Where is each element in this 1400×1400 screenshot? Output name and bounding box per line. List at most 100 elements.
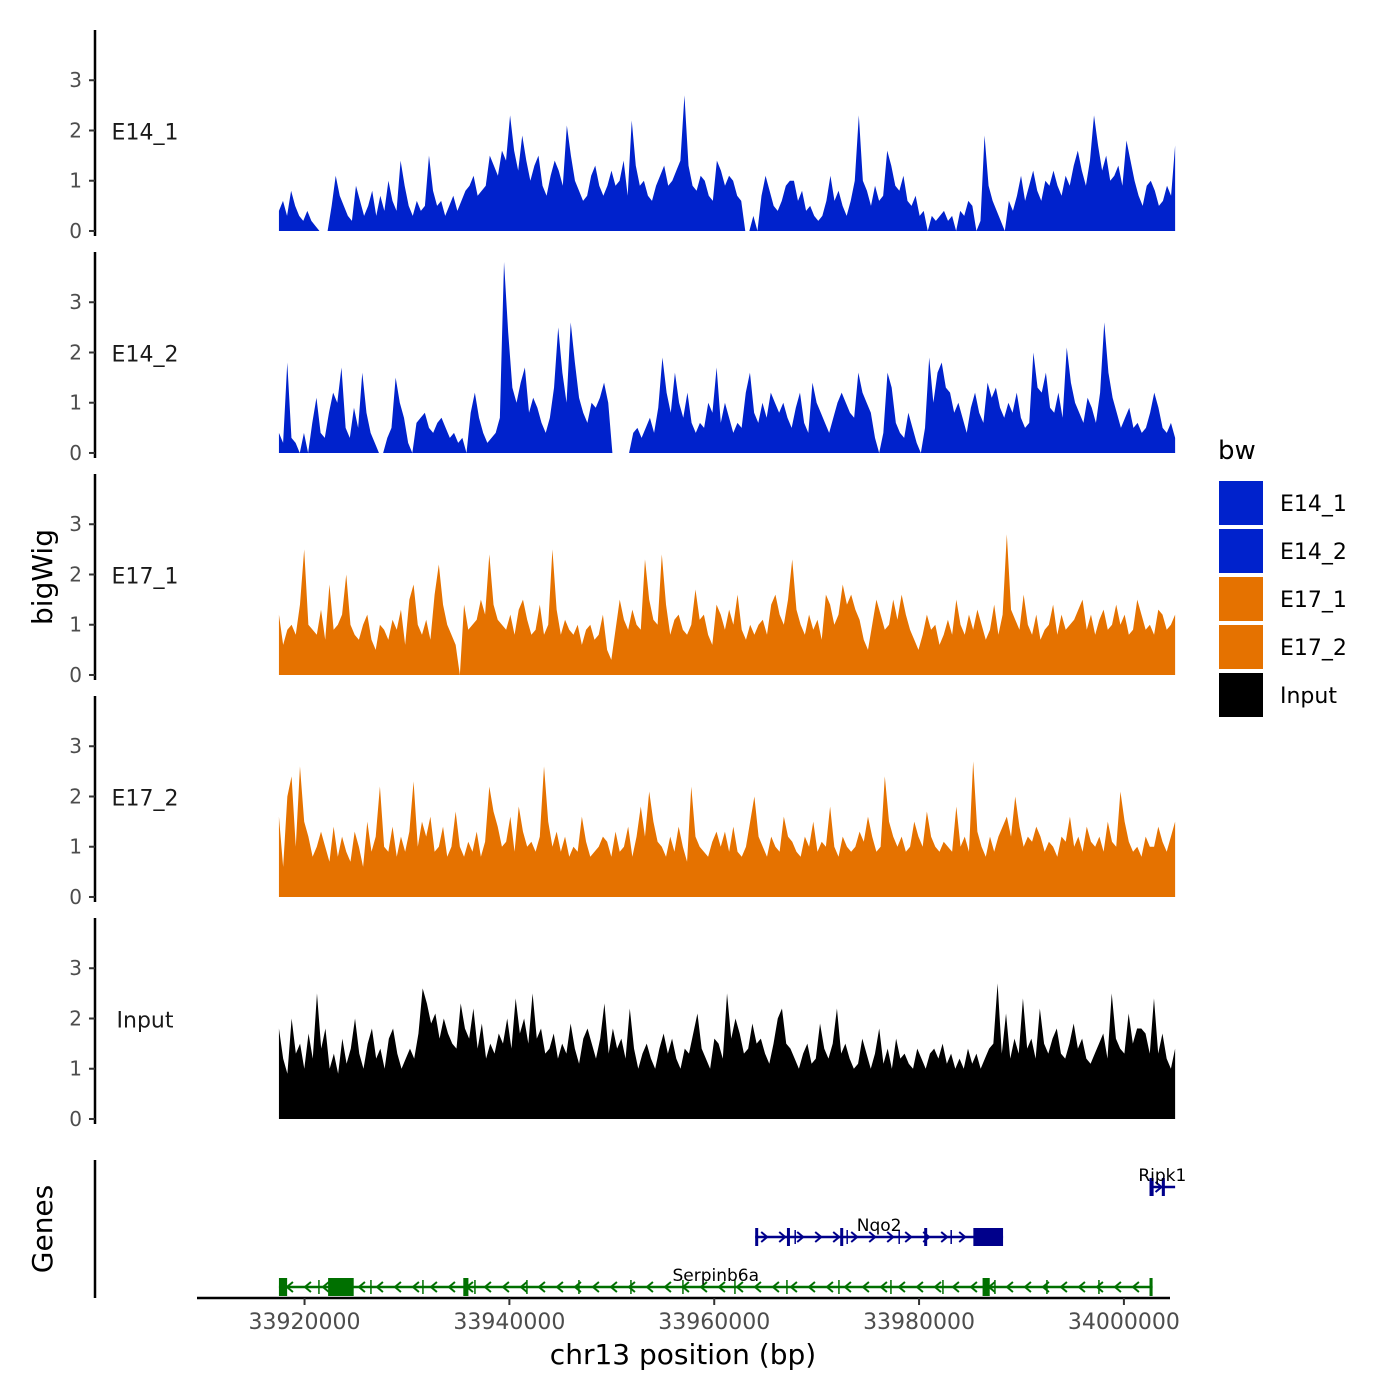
strand-chevron: [879, 1281, 888, 1293]
strand-chevron: [933, 1281, 942, 1293]
strand-chevron: [843, 1281, 852, 1293]
strand-chevron: [627, 1281, 636, 1293]
exon: [1149, 1278, 1153, 1296]
x-tick-label: 33920000: [249, 1310, 361, 1335]
strand-chevron: [609, 1281, 618, 1293]
strand-chevron: [771, 1281, 780, 1293]
x-axis-title: chr13 position (bp): [550, 1338, 816, 1371]
gene-label: Serpinb6a: [672, 1266, 759, 1286]
y-tick-label: 1: [69, 613, 82, 637]
exon: [982, 1278, 990, 1296]
strand-chevron: [1131, 1281, 1140, 1293]
exon: [463, 1278, 469, 1296]
strand-chevron: [717, 1281, 726, 1293]
y-tick-label: 0: [69, 885, 82, 909]
strand-chevron: [886, 1231, 895, 1243]
exon: [973, 1228, 1004, 1246]
exon: [278, 1278, 288, 1296]
x-tick-label: 34000000: [1068, 1310, 1180, 1335]
x-axis: 33920000 33940000 33960000 33980000 34000000: [197, 1296, 1180, 1335]
genes-track: Ripk1 Nqo2 Serpinb6a: [93, 1160, 1186, 1298]
track-E14_1: 0 1 2 3 E14_1: [69, 30, 1176, 243]
legend-label: E17_2: [1280, 636, 1347, 661]
exon: [840, 1228, 844, 1246]
x-tick-label: 33980000: [863, 1310, 975, 1335]
strand-chevron: [897, 1281, 906, 1293]
gene-Ripk1: Ripk1: [1138, 1166, 1186, 1196]
y-tick-label: 0: [69, 1107, 82, 1131]
legend-key-E17_1: [1217, 575, 1265, 623]
strand-chevron: [735, 1281, 744, 1293]
legend: bw E14_1 E14_2 E17_1 E17_2 Input: [1217, 436, 1347, 719]
strand-chevron: [303, 1281, 312, 1293]
exon: [786, 1228, 790, 1246]
gene-label: Nqo2: [857, 1216, 902, 1236]
coverage-area: [278, 95, 1176, 231]
y-tick-label: 3: [69, 290, 82, 314]
y-tick-label: 3: [69, 734, 82, 758]
track-label: E17_2: [112, 786, 179, 811]
strand-chevron: [861, 1281, 870, 1293]
strand-chevron: [796, 1231, 805, 1243]
coverage-area: [278, 983, 1176, 1119]
track-Input: 0 1 2 3 Input: [69, 918, 1176, 1131]
strand-chevron: [1059, 1281, 1068, 1293]
y-tick-label: 2: [69, 784, 82, 808]
strand-chevron: [760, 1231, 769, 1243]
legend-key-Input: [1217, 671, 1265, 719]
y-tick-label: 3: [69, 68, 82, 92]
strand-chevron: [789, 1281, 798, 1293]
x-tick-label: 33960000: [658, 1310, 770, 1335]
strand-chevron: [969, 1281, 978, 1293]
strand-chevron: [1077, 1281, 1086, 1293]
y-tick-label: 1: [69, 391, 82, 415]
strand-chevron: [393, 1281, 402, 1293]
strand-chevron: [825, 1281, 834, 1293]
strand-chevron: [321, 1281, 330, 1293]
strand-chevron: [1095, 1281, 1104, 1293]
y-tick-label: 2: [69, 118, 82, 142]
track-label: Input: [117, 1008, 174, 1033]
strand-chevron: [519, 1281, 528, 1293]
y-tick-label: 1: [69, 835, 82, 859]
legend-label: E17_1: [1280, 588, 1347, 613]
coverage-area: [278, 262, 1176, 453]
strand-chevron: [940, 1231, 949, 1243]
strand-chevron: [411, 1281, 420, 1293]
y-tick-label: 2: [69, 562, 82, 586]
exon: [328, 1278, 354, 1296]
strand-chevron: [483, 1281, 492, 1293]
legend-key-E14_2: [1217, 527, 1265, 575]
strand-chevron: [778, 1231, 787, 1243]
strand-chevron: [807, 1281, 816, 1293]
y-tick-label: 3: [69, 956, 82, 980]
strand-chevron: [1154, 1181, 1164, 1193]
track-E17_1: 0 1 2 3 E17_1: [69, 474, 1176, 687]
strand-chevron: [1005, 1281, 1014, 1293]
strand-chevron: [501, 1281, 510, 1293]
y-tick-label: 3: [69, 512, 82, 536]
strand-chevron: [951, 1281, 960, 1293]
strand-chevron: [904, 1231, 913, 1243]
exon: [1161, 1178, 1165, 1196]
gene-Nqo2: Nqo2: [755, 1216, 1004, 1246]
strand-chevron: [375, 1281, 384, 1293]
legend-title: bw: [1218, 436, 1256, 466]
strand-chevron: [1113, 1281, 1122, 1293]
legend-key-E14_1: [1217, 479, 1265, 527]
y-tick-label: 2: [69, 340, 82, 364]
y-tick-label: 0: [69, 663, 82, 687]
y-tick-label: 0: [69, 219, 82, 243]
strand-chevron: [915, 1281, 924, 1293]
y-tick-label: 1: [69, 1057, 82, 1081]
strand-chevron: [357, 1281, 366, 1293]
strand-chevron: [814, 1231, 823, 1243]
x-tick-label: 33940000: [453, 1310, 565, 1335]
track-label: E14_1: [112, 120, 179, 145]
bigwig-tracks: 0 1 2 3 E14_1 0 1 2 3 E14_2 0 1 2 3 E17_1 0 1 2 3 E17_2 0 1 2 3…: [69, 30, 1176, 1131]
track-label: E17_1: [112, 564, 179, 589]
legend-label: E14_2: [1280, 540, 1347, 565]
genes-track-title: Genes: [26, 1185, 59, 1273]
coverage-area: [278, 761, 1176, 897]
